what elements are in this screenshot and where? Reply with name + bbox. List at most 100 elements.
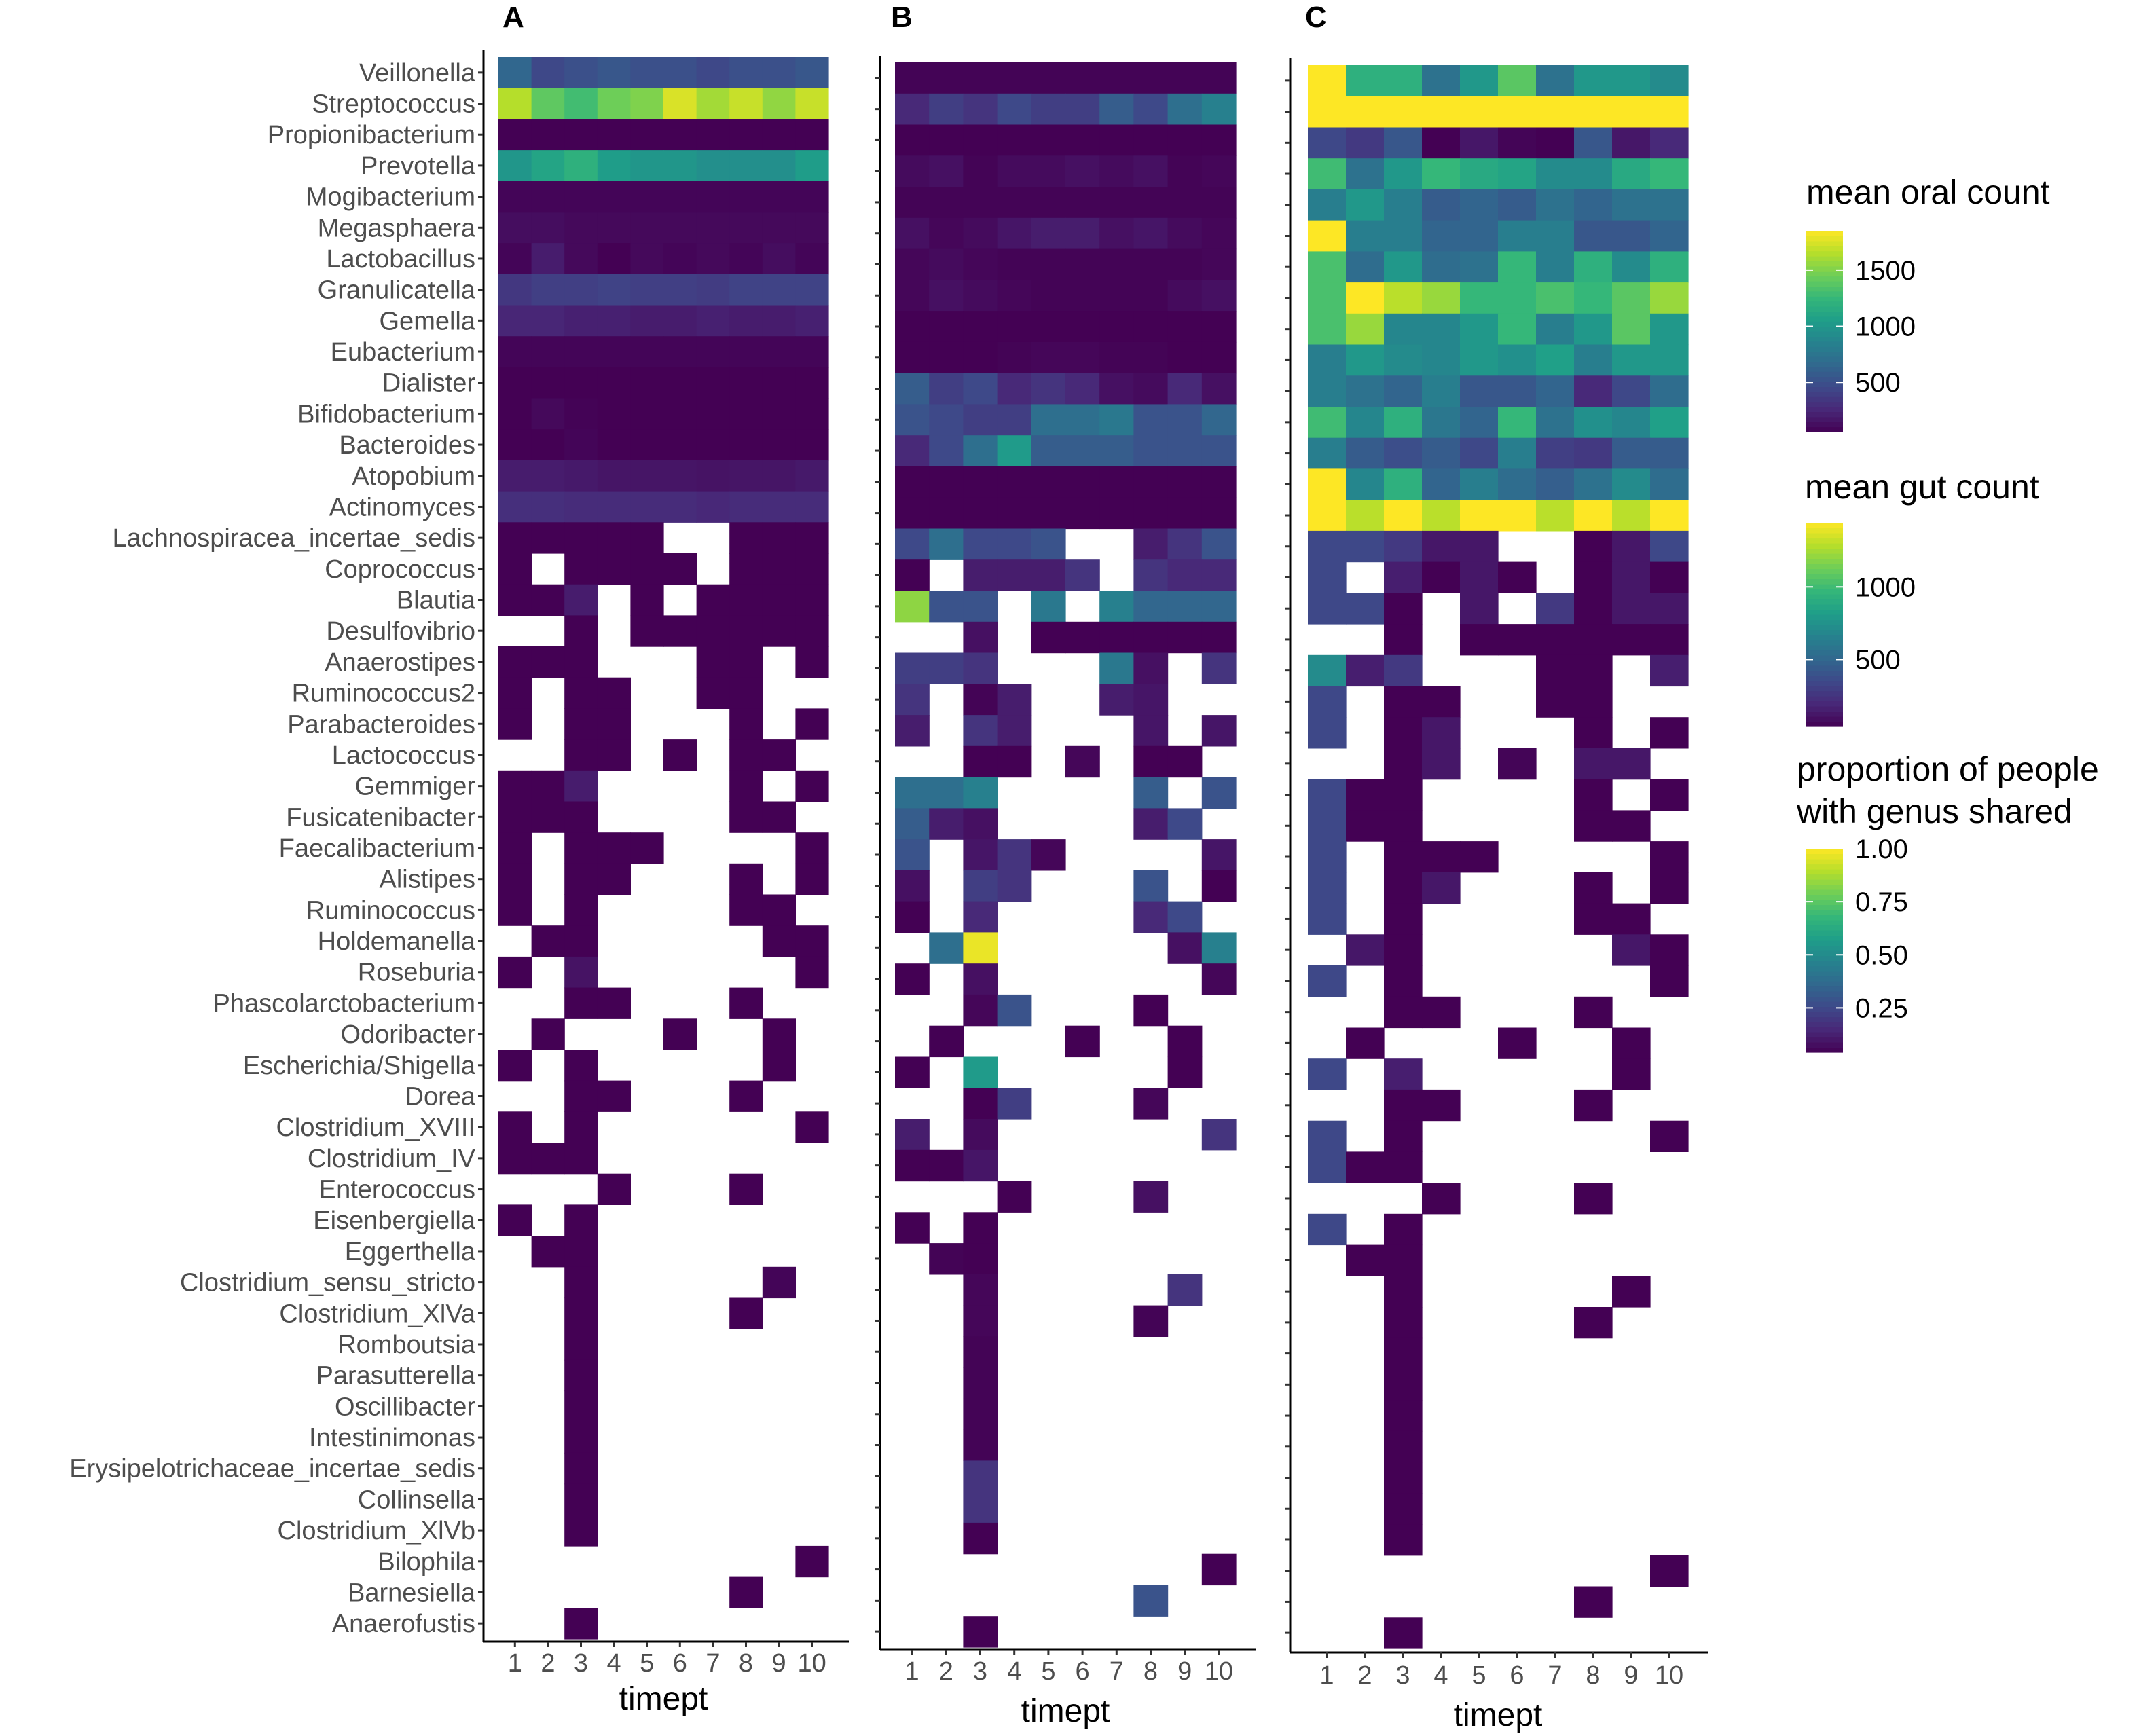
heatmap-cell: [1167, 1056, 1203, 1088]
heatmap-cell: [1346, 468, 1385, 500]
heatmap-cell: [1422, 530, 1461, 563]
heatmap-cell: [929, 1149, 964, 1182]
heatmap-cell: [997, 341, 1032, 374]
colorbar-segment: [1806, 686, 1843, 692]
x-tick-label: 10: [1205, 1657, 1233, 1686]
heatmap-cell: [1031, 280, 1066, 312]
heatmap-cell: [1346, 810, 1385, 842]
heatmap-cell: [696, 677, 730, 709]
heatmap-cell: [795, 57, 829, 89]
heatmap-cell: [597, 987, 631, 1019]
heatmap-cell: [963, 1460, 998, 1492]
colorbar-segment: [1806, 940, 1843, 946]
heatmap-cell: [963, 994, 998, 1027]
heatmap-cell: [963, 652, 998, 684]
genus-label: Atopobium: [352, 462, 475, 491]
heatmap-cell: [1065, 621, 1100, 654]
heatmap-cell: [1031, 373, 1066, 405]
heatmap-cell: [795, 429, 829, 461]
heatmap-cell: [597, 708, 631, 740]
heatmap-cell: [663, 739, 697, 771]
genus-label: Intestinimonas: [309, 1424, 475, 1452]
heatmap-cell: [895, 341, 930, 374]
heatmap-cell: [531, 491, 565, 523]
heatmap-cell: [795, 305, 829, 337]
heatmap-cell: [963, 1088, 998, 1120]
heatmap-cell: [1422, 1183, 1461, 1215]
heatmap-cell: [895, 248, 930, 280]
heatmap-cell: [1574, 251, 1613, 283]
heatmap-cell: [564, 274, 598, 306]
heatmap-cell: [997, 404, 1032, 436]
heatmap-cell: [1031, 839, 1066, 871]
colorbar-tick-label: 0.50: [1855, 940, 1908, 970]
heatmap-cell: [1384, 375, 1423, 407]
heatmap-cell: [762, 491, 796, 523]
heatmap-cell: [729, 522, 763, 554]
heatmap-cell: [1574, 65, 1613, 97]
heatmap-cell: [1031, 155, 1066, 187]
heatmap-cell: [997, 684, 1032, 716]
heatmap-cell: [630, 553, 664, 585]
heatmap-cell: [630, 212, 664, 244]
heatmap-cell: [1612, 189, 1651, 221]
heatmap-cell: [564, 398, 598, 430]
colorbar-segment: [1806, 331, 1843, 337]
heatmap-cell: [895, 652, 930, 684]
heatmap-cell: [1574, 1183, 1613, 1215]
colorbar-segment: [1806, 336, 1843, 342]
genus-label: Mogibacterium: [306, 183, 475, 212]
heatmap-cell: [498, 460, 532, 492]
heatmap-cell: [663, 1018, 697, 1050]
heatmap-cell: [997, 715, 1032, 747]
colorbar-segment: [1806, 568, 1843, 574]
genus-label: Parasutterella: [316, 1362, 476, 1390]
heatmap-cell: [997, 1088, 1032, 1120]
heatmap-cell: [895, 497, 930, 530]
heatmap-cell: [1384, 437, 1423, 469]
heatmap-cell: [762, 1266, 796, 1299]
heatmap-cell: [1133, 994, 1169, 1027]
heatmap-cell: [1650, 313, 1689, 346]
heatmap-cell: [1650, 841, 1689, 873]
heatmap-cell: [1065, 497, 1100, 530]
heatmap-cell: [997, 187, 1032, 219]
heatmap-cell: [1460, 313, 1499, 346]
heatmap-cell: [498, 243, 532, 275]
heatmap-cell: [1167, 1025, 1203, 1058]
colorbar-segment: [1806, 915, 1843, 921]
heatmap-cell: [1167, 435, 1203, 467]
heatmap-cell: [1422, 158, 1461, 190]
heatmap-cell: [963, 1243, 998, 1275]
colorbar-segment: [1806, 965, 1843, 972]
heatmap-cell: [1167, 280, 1203, 312]
heatmap-cell: [1536, 375, 1575, 407]
heatmap-cell: [729, 181, 763, 213]
heatmap-cell: [1422, 344, 1461, 376]
x-tick-label: 8: [739, 1649, 753, 1678]
heatmap-cell: [1460, 189, 1499, 221]
genus-label: Enterococcus: [319, 1176, 475, 1204]
colorbar-segment: [1806, 558, 1843, 564]
heatmap-cell: [1133, 652, 1169, 684]
heatmap-cell: [1133, 248, 1169, 280]
heatmap-cell: [729, 460, 763, 492]
heatmap-cell: [729, 770, 763, 802]
heatmap-cell: [1201, 280, 1237, 312]
heatmap-cell: [929, 932, 964, 964]
heatmap-cell: [1201, 621, 1237, 654]
heatmap-cell: [929, 155, 964, 187]
heatmap-cell: [762, 305, 796, 337]
heatmap-cell: [696, 212, 730, 244]
heatmap-cell: [997, 839, 1032, 871]
colorbar-segment: [1806, 553, 1843, 559]
heatmap-cell: [1612, 468, 1651, 500]
heatmap-cell: [564, 1236, 598, 1268]
colorbar-segment: [1806, 599, 1843, 605]
genus-label: Odoribacter: [340, 1020, 475, 1049]
heatmap-cell: [1133, 373, 1169, 405]
heatmap-cell: [1574, 344, 1613, 376]
x-axis-title: timept: [1454, 1697, 1543, 1733]
heatmap-cell: [1650, 1555, 1689, 1587]
heatmap-cell: [1384, 1493, 1423, 1525]
